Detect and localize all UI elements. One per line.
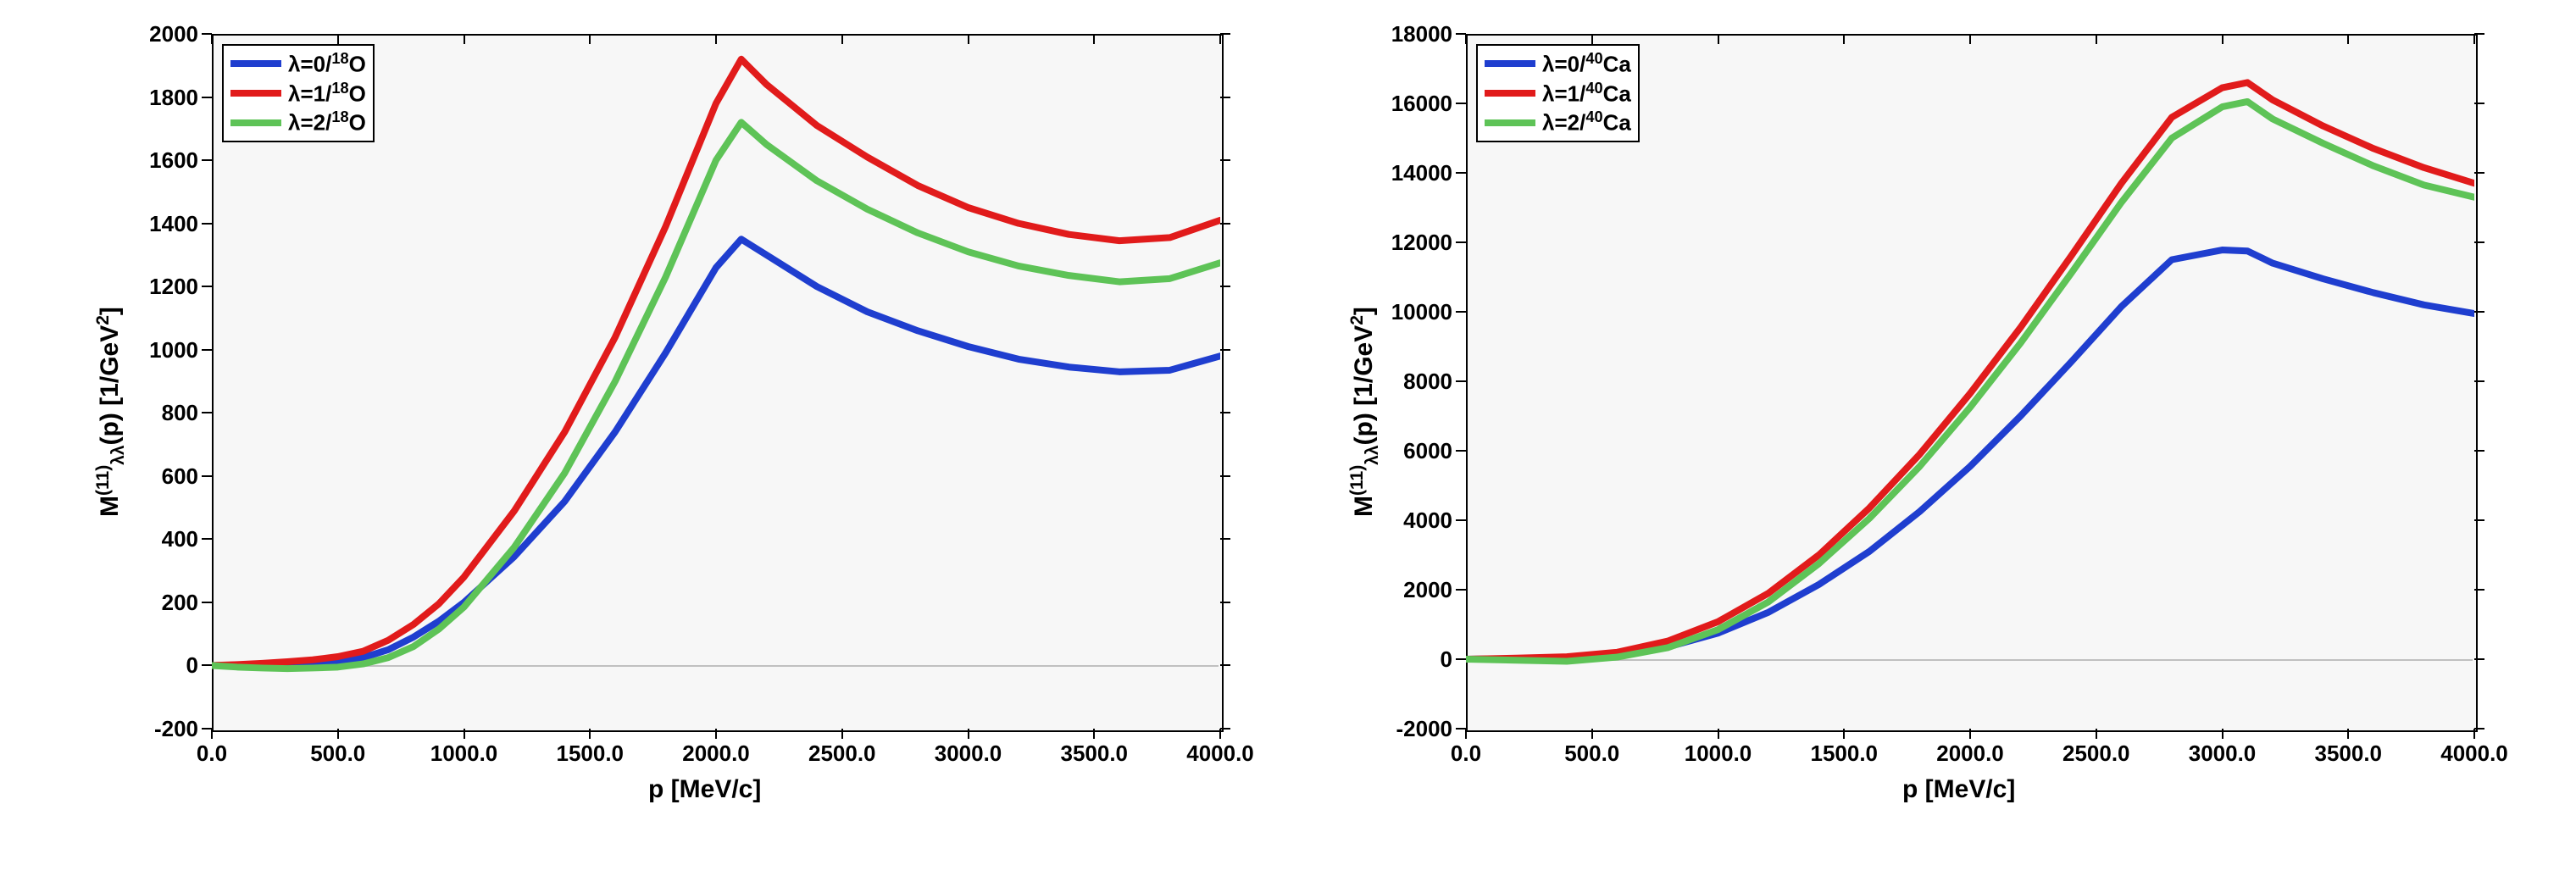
series-line: [1466, 82, 2474, 659]
series-line: [1466, 102, 2474, 662]
legend-label: λ=2/40Ca: [1542, 108, 1631, 136]
legend-label: λ=1/40Ca: [1542, 80, 1631, 108]
legend-label: λ=2/18O: [288, 108, 366, 136]
legend-item: λ=2/18O: [230, 108, 366, 137]
legend: λ=0/40Caλ=1/40Caλ=2/40Ca: [1476, 44, 1640, 142]
legend-label: λ=0/40Ca: [1542, 50, 1631, 78]
legend-item: λ=0/18O: [230, 49, 366, 79]
legend-swatch: [1485, 60, 1535, 67]
legend-swatch: [230, 119, 281, 126]
series-line: [212, 239, 1220, 665]
legend-item: λ=0/40Ca: [1485, 49, 1631, 79]
legend-item: λ=1/18O: [230, 79, 366, 108]
legend-swatch: [1485, 90, 1535, 97]
series-line: [212, 122, 1220, 669]
legend-label: λ=0/18O: [288, 50, 366, 78]
legend-item: λ=1/40Ca: [1485, 79, 1631, 108]
chart-container: 0.0500.01000.01500.02000.02500.03000.035…: [0, 0, 2576, 839]
legend: λ=0/18Oλ=1/18Oλ=2/18O: [222, 44, 375, 142]
legend-label: λ=1/18O: [288, 80, 366, 108]
legend-swatch: [230, 90, 281, 97]
legend-item: λ=2/40Ca: [1485, 108, 1631, 137]
legend-swatch: [1485, 119, 1535, 126]
series-line: [1466, 250, 2474, 659]
series-line: [212, 59, 1220, 666]
chart-left: 0.0500.01000.01500.02000.02500.03000.035…: [68, 17, 1254, 822]
legend-swatch: [230, 60, 281, 67]
chart-right: 0.0500.01000.01500.02000.02500.03000.035…: [1322, 17, 2508, 822]
